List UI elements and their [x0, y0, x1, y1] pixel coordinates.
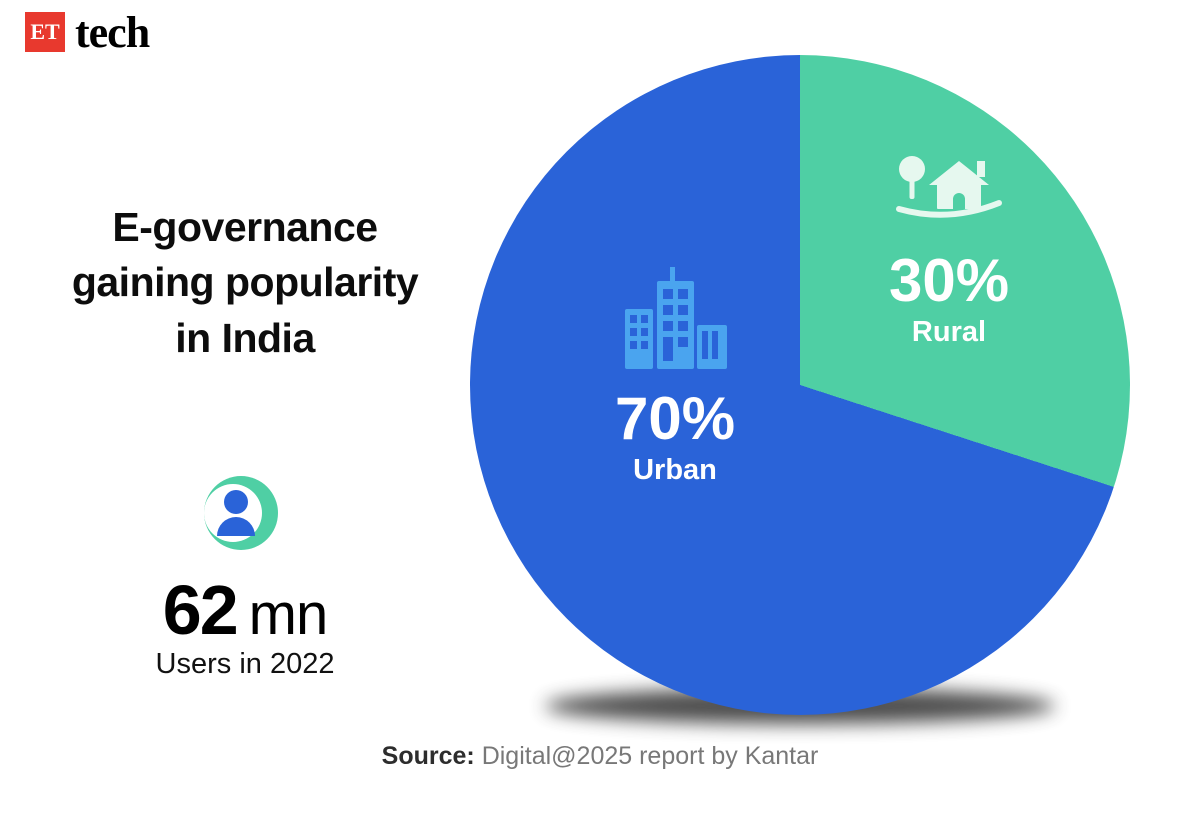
stat-unit: mn	[248, 582, 329, 647]
stat-caption: Users in 2022	[155, 648, 335, 680]
user-icon	[204, 476, 278, 550]
rural-label: Rural	[911, 316, 987, 348]
house-tree-icon	[896, 156, 1002, 218]
brand-name: tech	[75, 8, 150, 57]
page-title-line-2: gaining popularity	[71, 259, 419, 306]
pie-chart: 70% Urban 30% Rural	[470, 55, 1130, 715]
source-label: Source:	[381, 742, 475, 770]
et-logo-mark: ET	[25, 12, 65, 52]
page-title: E-governance gaining popularity in India	[30, 200, 460, 366]
urban-percent: 70%	[614, 385, 736, 452]
rural-percent: 30%	[888, 247, 1010, 314]
slice-label-urban: 70% Urban	[550, 267, 800, 487]
urban-label: Urban	[633, 454, 717, 486]
stat-value: 62	[162, 571, 239, 649]
brand-logo: ET tech	[25, 8, 150, 57]
page-title-line-3: in India	[175, 314, 315, 361]
source-text: Digital@2025 report by Kantar	[481, 742, 819, 770]
stat-users: 62 mn	[30, 570, 460, 650]
page-title-line-1: E-governance	[112, 204, 378, 250]
slice-label-rural: 30% Rural	[824, 147, 1074, 349]
source-line: Source: Digital@2025 report by Kantar	[0, 742, 1200, 771]
city-buildings-icon	[625, 267, 727, 369]
